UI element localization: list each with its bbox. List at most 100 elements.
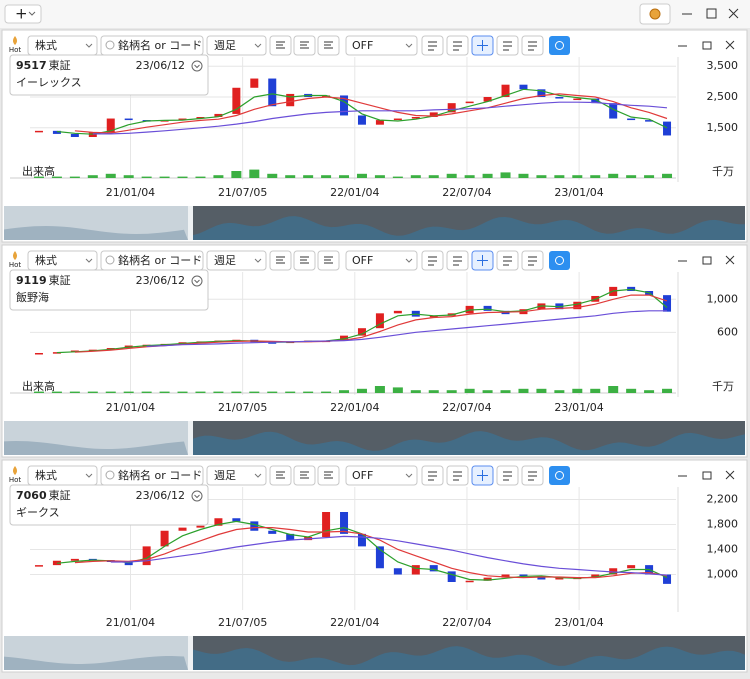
info-toggle-arrow (194, 279, 200, 284)
candle (250, 78, 259, 88)
candle (411, 565, 420, 575)
indicator-select[interactable] (345, 250, 418, 271)
period-select[interactable] (206, 250, 267, 271)
candle (214, 518, 223, 526)
candle (286, 533, 295, 541)
moving-average-line (146, 310, 667, 347)
volume-bar (285, 175, 296, 178)
moving-average-line (92, 101, 668, 135)
close-icon[interactable] (728, 8, 739, 19)
candle (537, 575, 546, 580)
x-tick-label: 23/01/04 (554, 616, 603, 629)
close-icon[interactable] (725, 470, 735, 480)
candle (393, 568, 402, 575)
close-icon[interactable] (725, 40, 735, 50)
tool-icon (477, 255, 488, 266)
indicator-select[interactable] (345, 465, 418, 486)
candle (393, 310, 402, 314)
add-button-label[interactable]: + (15, 5, 28, 23)
info-toggle-arrow (194, 64, 200, 69)
maximize-icon[interactable] (702, 256, 712, 265)
info-toggle[interactable] (191, 60, 203, 72)
volume-bar (536, 388, 547, 393)
search-placeholder: 銘柄名 or コード (118, 38, 202, 52)
stock-name: イーレックス (16, 76, 82, 89)
tool-icon (528, 256, 537, 266)
refresh-button[interactable] (549, 251, 570, 270)
refresh-button[interactable] (549, 36, 570, 55)
tool-icon (300, 471, 309, 479)
x-tick-label: 21/01/04 (106, 401, 155, 414)
volume-bar (303, 391, 314, 393)
volume-bar (51, 391, 62, 393)
volume-bar (392, 176, 403, 178)
volume-bar (123, 175, 134, 178)
tool-icon (428, 256, 437, 266)
maximize-icon[interactable] (706, 8, 717, 19)
volume-bar (572, 388, 583, 393)
volume-bar (428, 175, 439, 178)
candle (178, 527, 187, 531)
candle (591, 98, 600, 104)
close-icon[interactable] (725, 255, 735, 265)
tool-icon (324, 256, 333, 264)
candle (160, 530, 169, 547)
maximize-icon[interactable] (702, 471, 712, 480)
navigator-left-area (4, 656, 188, 670)
navigator-area (193, 216, 745, 240)
volume-bar (213, 391, 224, 393)
x-tick-label: 22/01/04 (330, 401, 379, 414)
dropdown-arrow (405, 43, 413, 48)
stock-name: ギークス (16, 506, 60, 519)
hot-label: Hot (9, 476, 22, 484)
volume-bar (446, 390, 457, 393)
candle (340, 335, 349, 341)
volume-bar (356, 388, 367, 393)
x-tick-label: 23/01/04 (554, 186, 603, 199)
period-select[interactable] (206, 465, 267, 486)
indicator-select[interactable] (345, 35, 418, 56)
info-toggle[interactable] (191, 275, 203, 287)
candle (357, 328, 366, 336)
add-button[interactable] (4, 4, 42, 24)
dropdown-arrow (254, 473, 262, 478)
volume-bar (87, 175, 98, 178)
candle (340, 512, 349, 534)
refresh-button[interactable] (549, 466, 570, 485)
indicator-label: OFF (352, 254, 373, 267)
maximize-icon[interactable] (702, 41, 712, 50)
dropdown-arrow (85, 473, 93, 478)
dropdown-arrow (254, 258, 262, 263)
x-tick-label: 22/01/04 (330, 186, 379, 199)
hot-label: Hot (9, 261, 22, 269)
volume-bar (105, 391, 116, 393)
candle (591, 574, 600, 578)
tool-icon (503, 41, 512, 51)
y-tick-label: 2,500 (707, 90, 739, 103)
tool-icon (324, 471, 333, 479)
volume-bar (626, 388, 637, 393)
refresh-icon (555, 41, 564, 50)
candle (465, 101, 474, 104)
candle (357, 533, 366, 547)
refresh-icon (555, 256, 564, 265)
navigator-area (193, 646, 745, 670)
tool-icon (276, 471, 285, 479)
y-tick-label: 1,400 (707, 543, 739, 556)
volume-bar (572, 175, 583, 178)
volume-bar (195, 176, 206, 178)
period-select[interactable] (206, 35, 267, 56)
period-label: 週足 (214, 254, 236, 267)
quote-date: 23/06/12 (136, 274, 185, 287)
quote-date: 23/06/12 (136, 59, 185, 72)
dropdown-arrow (85, 43, 93, 48)
volume-bar (644, 390, 655, 393)
volume-bar (410, 390, 421, 393)
tool-icon (528, 41, 537, 51)
info-toggle[interactable] (191, 490, 203, 502)
hot-label: Hot (9, 46, 22, 54)
market-label: 東証 (49, 59, 71, 72)
volume-bar (87, 391, 98, 393)
y-tick-label: 3,500 (707, 59, 739, 72)
